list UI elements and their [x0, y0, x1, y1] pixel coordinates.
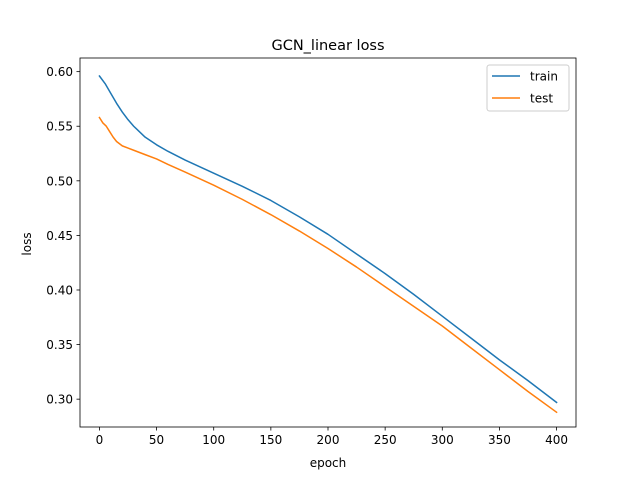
- axes-layer: 0 50 100 150 200 250 300 350 400 0.30 0.35 0.40 0.45…: [46, 57, 577, 447]
- y-tick-label: 0.50: [46, 174, 73, 188]
- x-tick-label: 50: [149, 433, 164, 447]
- y-tick-label: 0.35: [46, 338, 73, 352]
- x-tick-label: 400: [545, 433, 568, 447]
- y-tick-label: 0.60: [46, 65, 73, 79]
- legend-label-test: test: [530, 92, 553, 106]
- x-tick-label: 300: [431, 433, 454, 447]
- series-line-test: [98, 116, 558, 414]
- x-tick-label: 350: [488, 433, 511, 447]
- x-tick-label: 200: [317, 433, 340, 447]
- y-tick-label: 0.30: [46, 393, 73, 407]
- x-tick-label: 250: [374, 433, 397, 447]
- series-layer: [98, 74, 558, 414]
- legend-label-train: train: [530, 70, 558, 84]
- y-tick-label: 0.55: [46, 120, 73, 134]
- y-tick-label: 0.40: [46, 283, 73, 297]
- x-tick-label: 150: [259, 433, 282, 447]
- legend: train test: [486, 64, 570, 112]
- x-tick-label: 100: [202, 433, 225, 447]
- chart-title: GCN_linear loss: [271, 38, 384, 54]
- series-line-train: [98, 74, 558, 404]
- y-tick-label: 0.45: [46, 229, 73, 243]
- x-tick-label: 0: [96, 433, 104, 447]
- x-axis-label: epoch: [310, 456, 347, 470]
- y-axis-label: loss: [20, 232, 34, 255]
